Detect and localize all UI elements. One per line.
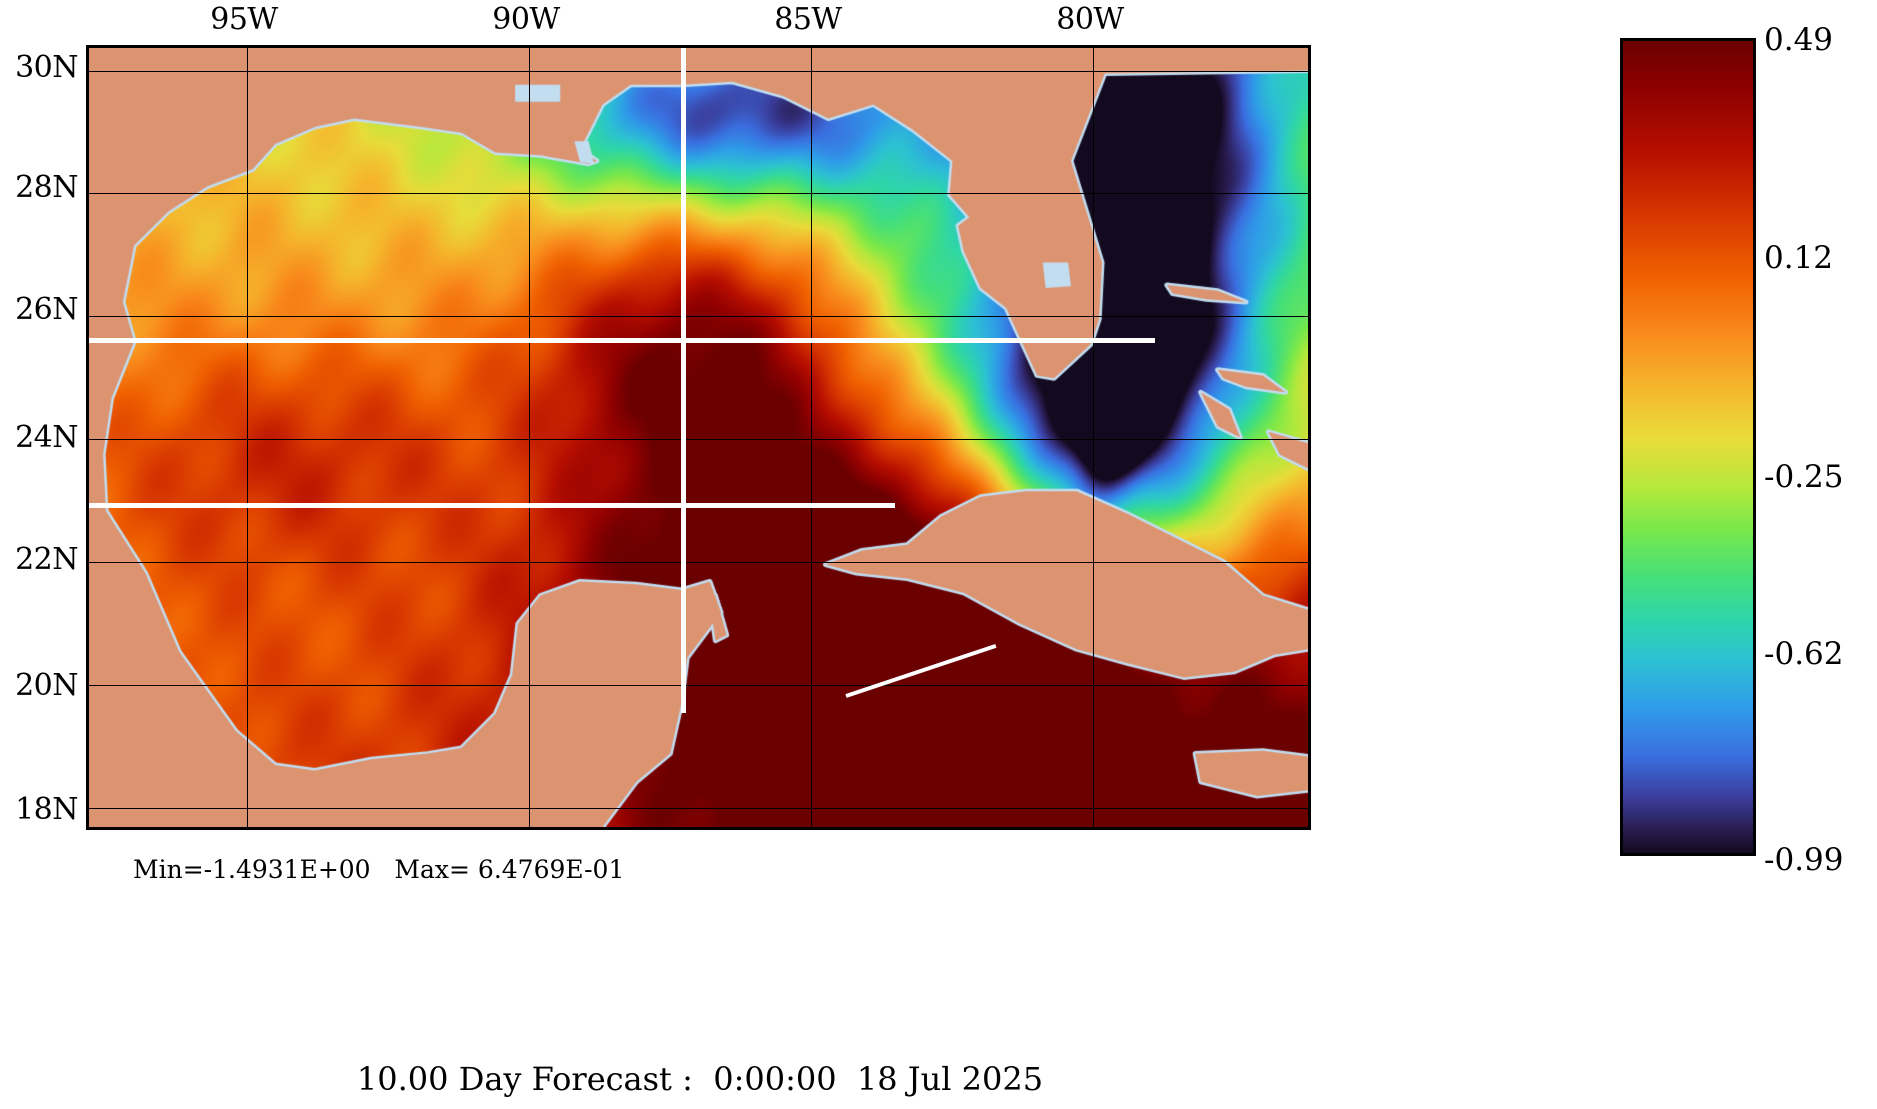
colorbar-tick-3: -0.62 <box>1764 636 1844 672</box>
lat-tick-28n: 28N <box>15 170 78 205</box>
colorbar-tick-2: -0.25 <box>1764 459 1844 495</box>
colorbar-gradient <box>1620 38 1756 856</box>
lat-tick-26n: 26N <box>15 292 78 327</box>
lat-tick-24n: 24N <box>15 420 78 455</box>
colorbar-tick-4: -0.99 <box>1764 842 1844 878</box>
ssh-anomaly-field <box>89 48 1308 827</box>
lon-tick-85w: 85W <box>774 2 842 37</box>
lat-tick-30n: 30N <box>15 50 78 85</box>
colorbar[interactable]: 0.49 0.12 -0.25 -0.62 -0.99 <box>1620 22 1844 878</box>
lat-tick-22n: 22N <box>15 542 78 577</box>
lon-tick-80w: 80W <box>1056 2 1124 37</box>
map-plot-area[interactable] <box>86 45 1311 830</box>
colorbar-tick-1: 0.12 <box>1764 240 1834 276</box>
colorbar-tick-0: 0.49 <box>1764 22 1834 58</box>
lon-tick-90w: 90W <box>492 2 560 37</box>
forecast-title: 10.00 Day Forecast : 0:00:00 18 Jul 2025 <box>356 1060 1044 1098</box>
lat-tick-20n: 20N <box>15 668 78 703</box>
lon-tick-95w: 95W <box>210 2 278 37</box>
min-max-annotation: Min=-1.4931E+00 Max= 6.4769E-01 <box>133 855 625 884</box>
lat-tick-18n: 18N <box>15 792 78 827</box>
